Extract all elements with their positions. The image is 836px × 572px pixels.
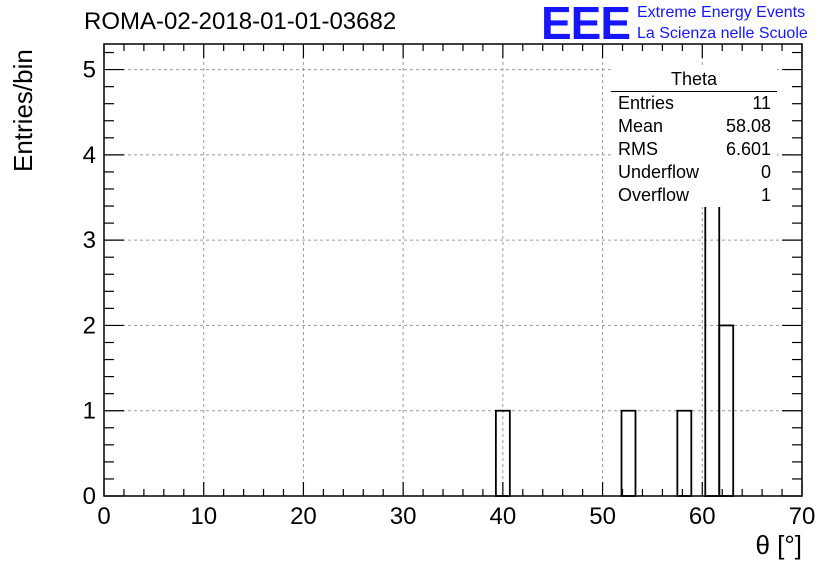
stats-box: Theta Entries 11 Mean 58.08 RMS 6.601 Un… [611,66,777,207]
x-tick-label: 30 [390,503,417,530]
stats-row-mean: Mean 58.08 [611,115,777,138]
stats-title: Theta [611,66,777,92]
x-tick-label: 10 [190,503,217,530]
y-tick-label: 5 [83,57,96,84]
logo-line-2: La Scienza nelle Scuole [637,25,808,42]
y-tick-label: 4 [83,142,96,169]
grid-lines [104,44,802,496]
y-tick-label: 2 [83,312,96,339]
stats-value: 0 [760,162,771,182]
histogram-bar [718,324,735,497]
y-tick-label: 1 [83,398,96,425]
eee-logo-mark: EEE [541,0,631,49]
histogram-bar [676,409,693,497]
x-axis-label: θ [°] [755,530,802,560]
y-tick-label: 3 [83,227,96,254]
stats-label: RMS [618,139,658,159]
x-tick-label: 0 [97,503,110,530]
x-tick-label: 70 [789,503,816,530]
stats-row-overflow: Overflow 1 [611,184,777,207]
chart-title: ROMA-02-2018-01-01-03682 [84,8,397,35]
plot-frame [103,43,803,497]
stats-value: 58.08 [725,116,771,136]
x-tick-label: 20 [290,503,317,530]
stats-value: 6.601 [725,139,771,159]
x-tick-label: 50 [589,503,616,530]
stats-value: 1 [760,185,771,205]
stats-label: Overflow [618,185,690,205]
x-tick-labels: 0 10 20 30 40 50 60 70 [97,503,815,530]
stats-row-rms: RMS 6.601 [611,138,777,161]
stats-row-underflow: Underflow 0 [611,161,777,184]
stats-label: Underflow [618,162,700,182]
logo-line-1: Extreme Energy Events [637,4,806,21]
x-tick-label: 40 [490,503,517,530]
y-axis-label: Entries/bin [8,49,38,172]
y-tick-label: 0 [83,483,96,510]
stats-value: 11 [752,93,771,113]
axis-ticks [103,44,803,497]
histogram-bar [620,409,637,497]
x-tick-label: 60 [689,503,716,530]
stats-label: Entries [618,93,675,113]
y-tick-labels: 0 1 2 3 4 5 [83,57,96,510]
stats-row-entries: Entries 11 [611,92,777,115]
stats-label: Mean [618,116,664,136]
